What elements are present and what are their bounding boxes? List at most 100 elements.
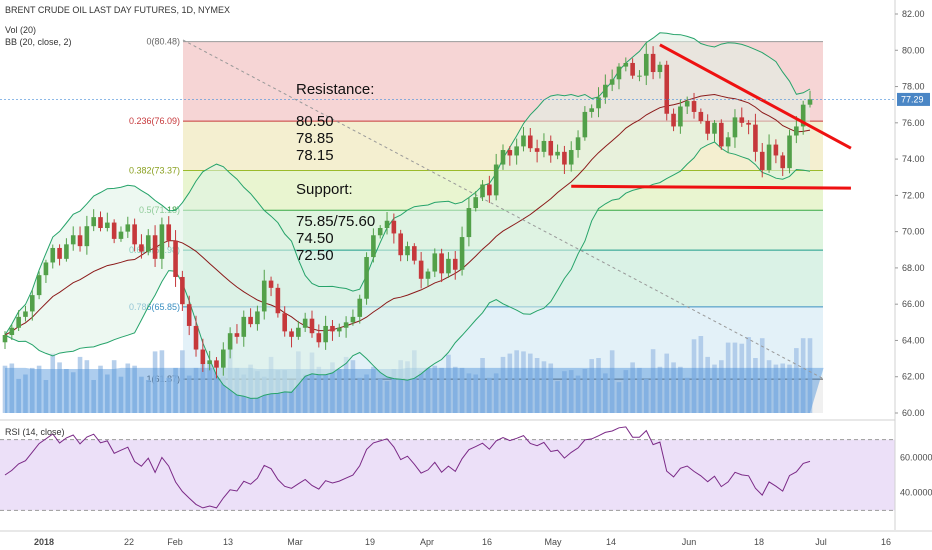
candle-body xyxy=(452,258,458,270)
candle-body xyxy=(548,140,554,156)
candle-body xyxy=(371,235,376,258)
candle-body xyxy=(623,62,629,67)
rsi-axis[interactable]: 60.0000 40.0000 xyxy=(900,452,932,497)
candle-body xyxy=(98,217,103,229)
price-tick-label: 70.00 xyxy=(902,227,925,237)
candle-body xyxy=(255,311,260,325)
volume-bar xyxy=(446,354,451,413)
candle-body xyxy=(759,151,765,170)
price-tick-label: 64.00 xyxy=(902,335,925,345)
candle-body xyxy=(562,151,567,165)
candle-body xyxy=(296,327,301,337)
time-tick-label: 22 xyxy=(124,537,134,547)
volume-bar xyxy=(507,353,513,413)
time-tick-label: Feb xyxy=(167,537,183,547)
candle-body xyxy=(105,222,110,229)
candle-body xyxy=(780,155,786,169)
time-tick-label: 14 xyxy=(606,537,616,547)
vol-label: Vol (20) xyxy=(5,25,36,35)
time-tick-label: 2018 xyxy=(34,537,54,547)
candle-body xyxy=(118,231,124,239)
volume-bar xyxy=(105,374,110,413)
candle-body xyxy=(200,349,206,365)
levels-annotation: Resistance: 80.50 78.85 78.15 Support: 7… xyxy=(296,81,375,264)
bb-fill xyxy=(5,32,810,399)
candle-body xyxy=(343,322,349,328)
rsi-tick-label: 40.0000 xyxy=(900,488,932,498)
candle-body xyxy=(36,275,42,296)
volume-bar xyxy=(459,367,465,413)
volume-bar xyxy=(630,362,635,413)
candle-body xyxy=(384,220,390,229)
time-tick-label: May xyxy=(544,537,562,547)
volume-bar xyxy=(64,369,69,413)
volume-bar xyxy=(684,377,690,413)
volume-bar xyxy=(521,351,526,413)
volume-bar xyxy=(582,369,588,413)
candle-body xyxy=(446,258,451,274)
candle-body xyxy=(425,271,431,279)
volume-bar xyxy=(691,339,697,413)
volume-bar xyxy=(377,378,383,413)
time-axis[interactable]: 2018 22 Feb 13 Mar 19 Apr 16 May 14 Jun 18 Jul 16 xyxy=(0,530,932,547)
volume-bar xyxy=(405,361,410,413)
candle-body xyxy=(575,137,581,151)
candle-body xyxy=(746,122,751,125)
candle-body xyxy=(398,233,403,256)
fib-trend-diagonal xyxy=(182,39,823,379)
volume-bar xyxy=(77,356,83,413)
resistance-value-2: 78.85 xyxy=(296,130,334,147)
volume-bar xyxy=(180,350,185,413)
candle-body xyxy=(261,280,267,312)
candle-body xyxy=(794,126,799,136)
candle-body xyxy=(609,79,615,85)
bb-basis xyxy=(4,93,811,336)
time-tick-label: Mar xyxy=(287,537,303,547)
volume-bar xyxy=(562,371,567,413)
time-tick-label: 16 xyxy=(881,537,891,547)
candle-body xyxy=(282,313,288,332)
candle-body xyxy=(650,53,656,73)
volume-bar xyxy=(787,364,792,413)
volume-bar xyxy=(343,356,349,413)
candle-body xyxy=(739,117,745,123)
volume-bar xyxy=(643,378,649,413)
volume-bar xyxy=(9,363,15,413)
volume-bar xyxy=(309,352,315,413)
volume-bar xyxy=(650,349,656,413)
candle-body xyxy=(732,117,738,138)
volume-bar xyxy=(473,374,479,413)
candle-body xyxy=(316,333,322,343)
price-axis[interactable]: 82.00 80.00 78.00 76.00 74.00 72.00 70.00 68.00… xyxy=(894,0,925,530)
candle-body xyxy=(84,226,90,247)
volume-bar xyxy=(712,364,717,413)
volume-bar xyxy=(23,374,28,413)
candle-body xyxy=(459,237,465,270)
volume-bar xyxy=(200,363,206,413)
candle-body xyxy=(173,240,178,277)
volume-bar xyxy=(575,375,581,413)
volume-bar xyxy=(780,363,786,413)
volume-bar xyxy=(289,380,294,413)
candle-body xyxy=(50,247,56,263)
volume-bar xyxy=(432,365,438,413)
candle-body xyxy=(719,122,724,147)
volume-bar xyxy=(221,376,226,413)
bb-lower xyxy=(4,141,811,399)
volume-bar xyxy=(480,358,485,413)
candle-body xyxy=(664,64,670,114)
candle-body xyxy=(221,349,226,368)
candle-body xyxy=(603,84,608,98)
candle-body xyxy=(568,150,574,165)
volume-bar xyxy=(384,381,390,413)
volume-bar xyxy=(452,366,458,413)
candle-body xyxy=(616,66,622,80)
volume-bar xyxy=(719,360,724,413)
volume-bar xyxy=(357,377,363,413)
volume-bar xyxy=(439,367,444,413)
volume-bar xyxy=(350,360,356,413)
time-tick-label: Apr xyxy=(420,537,434,547)
candle-body xyxy=(807,99,813,105)
volume-bar xyxy=(2,365,8,413)
